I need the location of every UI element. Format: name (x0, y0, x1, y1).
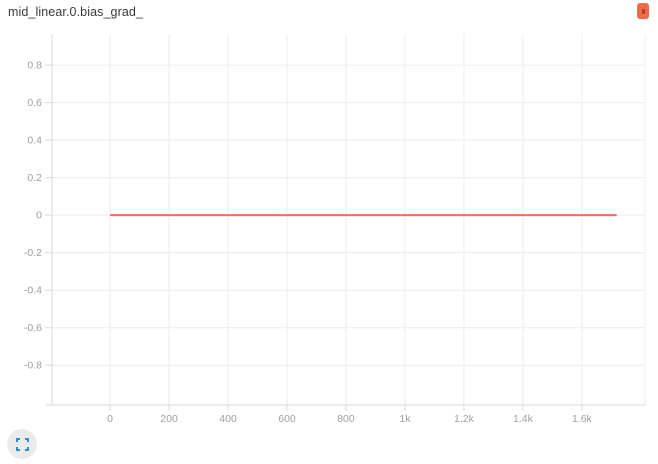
drag-handle-dot (641, 8, 645, 14)
x-tick-label: 600 (278, 413, 296, 425)
x-tick-label: 1.4k (513, 413, 534, 425)
y-tick-label: 0 (36, 210, 42, 222)
y-tick-label: -0.6 (24, 322, 42, 334)
x-tick-label: 800 (337, 413, 355, 425)
y-tick-label: -0.2 (24, 247, 42, 259)
x-tick-label: 0 (107, 413, 113, 425)
y-tick-label: -0.8 (24, 360, 42, 372)
x-tick-label: 400 (219, 413, 237, 425)
expand-icon (15, 437, 29, 451)
x-tick-label: 1.6k (572, 413, 593, 425)
y-tick-label: 0.2 (27, 172, 42, 184)
x-tick-label: 1k (399, 413, 411, 425)
chart-title: mid_linear.0.bias_grad_ (8, 5, 144, 19)
y-tick-label: -0.4 (24, 285, 42, 297)
x-tick-label: 1.2k (454, 413, 475, 425)
line-chart[interactable]: 0 200 400 600 800 1k 1.2k 1.4k 1.6k 0.8 0.6 0.4 0.2 0… (0, 0, 658, 432)
fullscreen-button[interactable] (7, 429, 37, 459)
x-tick-label: 200 (160, 413, 178, 425)
y-tick-label: 0.8 (27, 60, 42, 72)
y-tick-label: 0.4 (27, 135, 42, 147)
y-tick-label: 0.6 (27, 97, 42, 109)
chart-plot-area[interactable]: 0 200 400 600 800 1k 1.2k 1.4k 1.6k 0.8 0.6 0.4 0.2 0… (0, 0, 658, 432)
drag-handle-icon[interactable] (637, 3, 649, 19)
